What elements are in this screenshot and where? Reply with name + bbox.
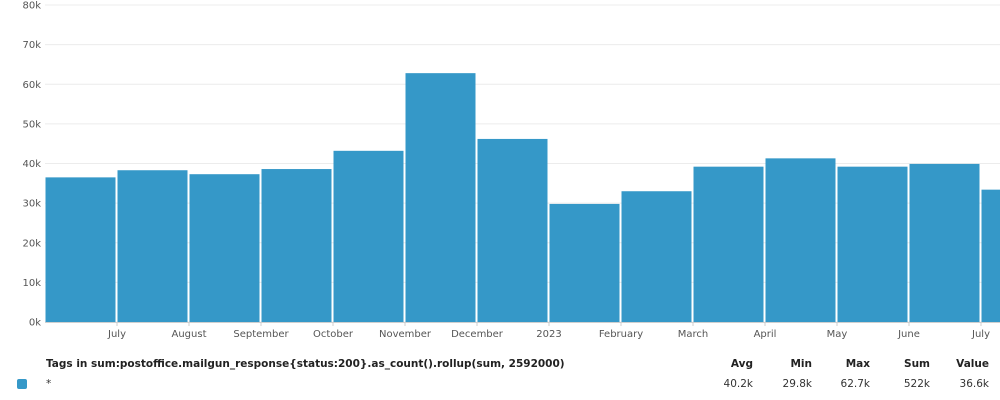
bar[interactable] <box>765 158 836 322</box>
bar[interactable] <box>549 203 620 322</box>
bar[interactable] <box>909 163 980 322</box>
series-min: 29.8k <box>782 378 812 390</box>
y-tick-label: 0k <box>29 318 41 329</box>
bar-chart: 0k 10k 20k 30k 40k 50k 60k 70k 80k July August Sept… <box>22 1 1000 345</box>
bar[interactable] <box>333 150 404 322</box>
legend-col-max: Max <box>845 358 870 370</box>
y-tick-label: 40k <box>22 159 41 170</box>
bar[interactable] <box>117 170 188 322</box>
series-value: 36.6k <box>959 378 989 390</box>
bar[interactable] <box>189 174 260 322</box>
x-tick-label: December <box>451 329 504 340</box>
y-tick-label: 20k <box>22 238 41 249</box>
bar[interactable] <box>477 138 548 322</box>
series-color-swatch[interactable] <box>17 379 27 389</box>
y-tick-label: 10k <box>22 278 41 289</box>
y-tick-label: 50k <box>22 119 41 130</box>
x-tick-label: May <box>827 329 848 340</box>
query-title: Tags in sum:postoffice.mailgun_response{… <box>46 358 565 370</box>
x-tick-label: June <box>897 329 920 340</box>
legend-col-sum: Sum <box>904 358 930 370</box>
y-tick-label: 70k <box>22 40 41 51</box>
y-tick-label: 60k <box>22 80 41 91</box>
legend-row[interactable]: * 40.2k 29.8k 62.7k 522k 36.6k <box>0 378 1000 394</box>
x-tick-label: July <box>971 329 990 340</box>
x-tick-label: 2023 <box>536 329 561 340</box>
x-tick-label: March <box>678 329 708 340</box>
series-avg: 40.2k <box>723 378 753 390</box>
x-tick-label: February <box>599 329 643 340</box>
bar[interactable] <box>45 177 116 322</box>
y-tick-label: 30k <box>22 199 41 210</box>
series-sum: 522k <box>903 378 930 390</box>
bar[interactable] <box>261 169 332 322</box>
legend-col-min: Min <box>790 358 812 370</box>
legend-col-avg: Avg <box>730 358 753 370</box>
bar[interactable] <box>837 166 908 322</box>
bar[interactable] <box>621 191 692 322</box>
bar[interactable] <box>405 73 476 322</box>
legend-header: Tags in sum:postoffice.mailgun_response{… <box>0 358 1000 372</box>
series-name: * <box>46 378 52 390</box>
legend-col-value: Value <box>956 358 989 370</box>
x-tick-label: July <box>107 329 126 340</box>
series-max: 62.7k <box>840 378 870 390</box>
x-tick-label: April <box>754 329 777 340</box>
bar[interactable] <box>693 166 764 322</box>
x-axis-title: UTC <box>511 344 531 345</box>
x-tick-label: September <box>233 329 289 340</box>
x-tick-label: November <box>379 329 432 340</box>
x-tick-label: August <box>172 329 207 340</box>
x-tick-label: October <box>313 329 354 340</box>
bar[interactable] <box>981 189 1000 322</box>
y-tick-label: 80k <box>22 1 41 12</box>
